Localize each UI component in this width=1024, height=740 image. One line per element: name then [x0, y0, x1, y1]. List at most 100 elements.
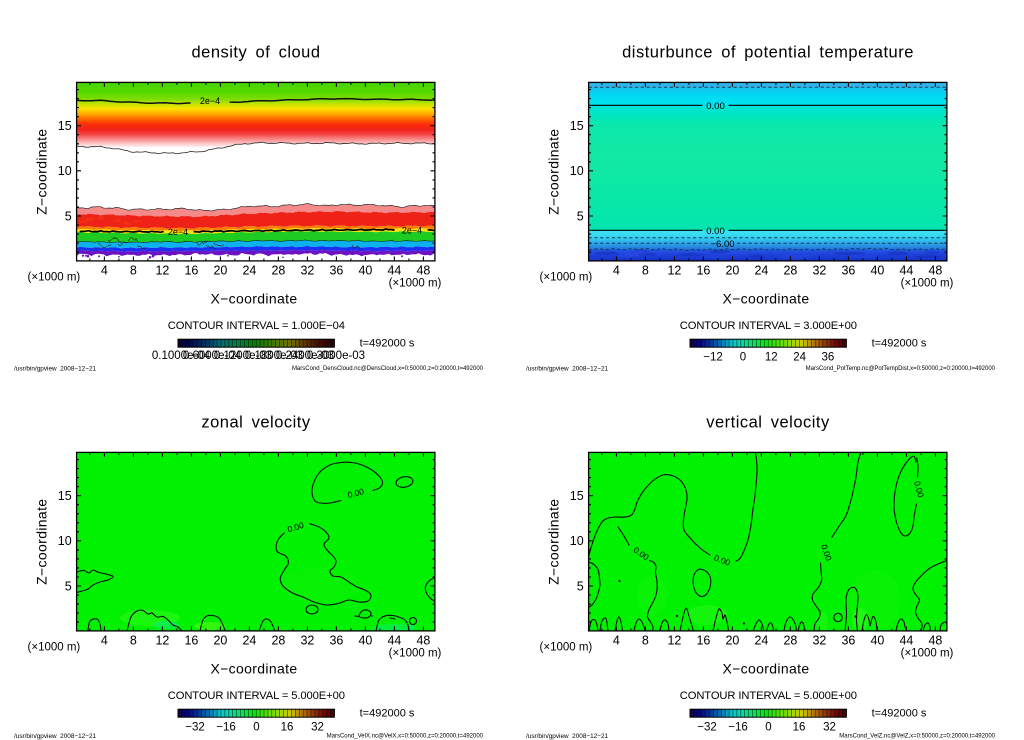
svg-text:36: 36 — [329, 264, 343, 278]
svg-text:44: 44 — [387, 634, 401, 648]
svg-text:4: 4 — [101, 264, 108, 278]
svg-text:15: 15 — [570, 489, 584, 503]
svg-text:40: 40 — [358, 264, 372, 278]
svg-text:32: 32 — [311, 722, 324, 734]
svg-text:−6.00: −6.00 — [710, 239, 734, 250]
svg-text:5: 5 — [577, 579, 584, 593]
svg-text:MarsCond_VelZ.nc@VelZ,x=0:5000: MarsCond_VelZ.nc@VelZ,x=0:50000,z=0:2000… — [839, 733, 995, 739]
svg-text:CONTOUR INTERVAL = 3.000E+00: CONTOUR INTERVAL = 3.000E+00 — [680, 320, 857, 332]
svg-text:10: 10 — [570, 534, 584, 548]
svg-text:vertical velocity: vertical velocity — [706, 414, 830, 432]
svg-text:t=492000 s: t=492000 s — [360, 707, 415, 719]
svg-text:28: 28 — [783, 634, 797, 648]
svg-text:Z−coordinate: Z−coordinate — [33, 129, 49, 215]
svg-text:Z−coordinate: Z−coordinate — [33, 499, 49, 585]
svg-text:(×1000 m): (×1000 m) — [389, 647, 442, 659]
svg-text:36: 36 — [329, 634, 343, 648]
svg-text:10: 10 — [58, 164, 72, 178]
svg-text:48: 48 — [416, 634, 430, 648]
svg-text:48: 48 — [928, 264, 942, 278]
svg-text:20: 20 — [725, 264, 739, 278]
svg-text:4: 4 — [101, 634, 108, 648]
svg-text:Z−coordinate: Z−coordinate — [545, 499, 561, 585]
svg-text:density of cloud: density of cloud — [191, 44, 320, 62]
svg-text:32: 32 — [300, 634, 314, 648]
svg-text:44: 44 — [899, 264, 913, 278]
svg-text:(×1000 m): (×1000 m) — [540, 641, 593, 653]
svg-text:28: 28 — [271, 634, 285, 648]
svg-text:36: 36 — [822, 352, 835, 364]
svg-text:0.1800e-03: 0.1800e-03 — [245, 350, 303, 362]
svg-text:t=492000 s: t=492000 s — [872, 337, 927, 349]
svg-text:/usr/bin/gpview 2008−12−21: /usr/bin/gpview 2008−12−21 — [14, 733, 97, 740]
svg-text:t=492000 s: t=492000 s — [360, 337, 415, 349]
svg-text:(×1000 m): (×1000 m) — [28, 641, 81, 653]
svg-text:8: 8 — [130, 634, 137, 648]
svg-text:8: 8 — [130, 264, 137, 278]
svg-text:16: 16 — [696, 264, 710, 278]
svg-text:8: 8 — [642, 634, 649, 648]
svg-text:0.2400e-03: 0.2400e-03 — [276, 350, 334, 362]
svg-text:t=492000 s: t=492000 s — [872, 707, 927, 719]
svg-text:24: 24 — [754, 634, 768, 648]
svg-text:(×1000 m): (×1000 m) — [540, 271, 593, 283]
svg-text:20: 20 — [725, 634, 739, 648]
svg-text:CONTOUR INTERVAL = 1.000E−04: CONTOUR INTERVAL = 1.000E−04 — [168, 320, 345, 332]
svg-text:0.6000e-04: 0.6000e-04 — [183, 350, 242, 362]
svg-text:/usr/bin/gpview 2008−12−21: /usr/bin/gpview 2008−12−21 — [526, 366, 609, 373]
svg-text:16: 16 — [184, 634, 198, 648]
svg-text:20: 20 — [213, 634, 227, 648]
svg-text:24: 24 — [754, 264, 768, 278]
svg-text:Z−coordinate: Z−coordinate — [545, 129, 561, 215]
svg-text:0.00: 0.00 — [912, 480, 926, 499]
svg-text:X−coordinate: X−coordinate — [722, 291, 809, 307]
svg-text:/usr/bin/gpview 2008−12−21: /usr/bin/gpview 2008−12−21 — [14, 366, 97, 373]
svg-text:40: 40 — [358, 634, 372, 648]
svg-text:16: 16 — [281, 722, 294, 734]
svg-text:CONTOUR INTERVAL = 5.000E+00: CONTOUR INTERVAL = 5.000E+00 — [680, 690, 857, 702]
svg-text:0.00: 0.00 — [706, 226, 725, 237]
svg-text:0.00: 0.00 — [706, 101, 725, 112]
svg-text:12: 12 — [155, 264, 169, 278]
svg-text:16: 16 — [184, 264, 198, 278]
svg-text:MarsCond_PotTemp.nc@PotTempDis: MarsCond_PotTemp.nc@PotTempDist,x=0:5000… — [806, 366, 996, 372]
svg-text:24: 24 — [242, 264, 256, 278]
svg-text:24: 24 — [242, 634, 256, 648]
svg-text:(×1000 m): (×1000 m) — [28, 271, 81, 283]
svg-text:0: 0 — [765, 722, 771, 734]
svg-text:32: 32 — [812, 634, 826, 648]
svg-text:−32: −32 — [185, 722, 205, 734]
svg-text:X−coordinate: X−coordinate — [210, 661, 297, 677]
svg-text:X−coordinate: X−coordinate — [210, 291, 297, 307]
svg-text:36: 36 — [841, 634, 855, 648]
svg-text:32: 32 — [812, 264, 826, 278]
svg-text:8: 8 — [642, 264, 649, 278]
svg-text:5: 5 — [65, 209, 72, 223]
svg-text:−16: −16 — [216, 722, 236, 734]
svg-text:0.3000e-03: 0.3000e-03 — [307, 350, 365, 362]
svg-text:(×1000 m): (×1000 m) — [901, 277, 954, 289]
svg-text:0.00: 0.00 — [819, 543, 834, 562]
svg-text:28: 28 — [271, 264, 285, 278]
svg-text:32: 32 — [823, 722, 836, 734]
svg-text:5: 5 — [577, 209, 584, 223]
svg-text:16: 16 — [696, 634, 710, 648]
svg-text:15: 15 — [58, 489, 72, 503]
svg-text:0.00: 0.00 — [286, 520, 305, 535]
svg-text:10: 10 — [58, 534, 72, 548]
svg-text:4: 4 — [613, 634, 620, 648]
svg-text:32: 32 — [300, 264, 314, 278]
svg-text:12: 12 — [765, 352, 778, 364]
svg-text:−16: −16 — [728, 722, 748, 734]
svg-text:15: 15 — [570, 119, 584, 133]
svg-text:44: 44 — [899, 634, 913, 648]
svg-text:48: 48 — [416, 264, 430, 278]
svg-text:zonal velocity: zonal velocity — [201, 414, 310, 432]
svg-text:20: 20 — [213, 264, 227, 278]
svg-text:0.1200e-03: 0.1200e-03 — [214, 350, 272, 362]
svg-text:0: 0 — [740, 352, 746, 364]
svg-text:10: 10 — [570, 164, 584, 178]
svg-text:(×1000 m): (×1000 m) — [901, 647, 954, 659]
svg-text:0.1000e-04: 0.1000e-04 — [152, 350, 211, 362]
svg-text:28: 28 — [783, 264, 797, 278]
